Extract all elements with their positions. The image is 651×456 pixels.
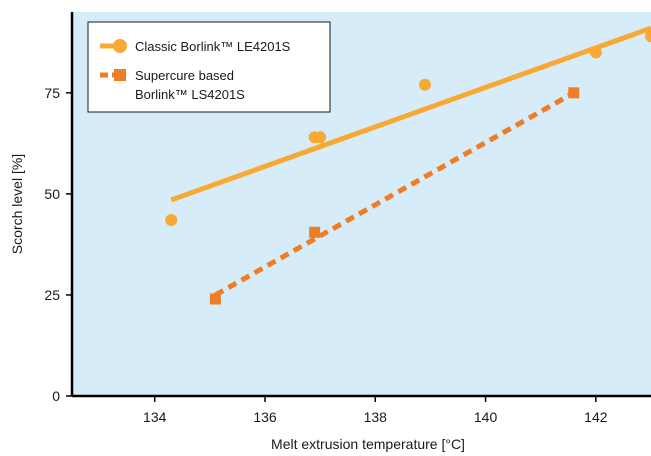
y-axis-title: Scorch level [%]: [9, 154, 25, 254]
x-tick-label: 138: [364, 409, 388, 425]
x-tick-label: 134: [143, 409, 167, 425]
legend-label: Classic Borlink™ LE4201S: [135, 39, 291, 54]
y-tick-label: 50: [44, 186, 60, 202]
data-point-square: [568, 87, 580, 99]
legend-circle-marker: [113, 39, 127, 53]
x-axis-title: Melt extrusion temperature [°C]: [271, 436, 465, 452]
data-markers: [165, 30, 651, 305]
x-tick-label: 142: [584, 409, 608, 425]
trendlines: [170, 25, 651, 298]
data-point-circle: [645, 30, 651, 43]
data-point-circle: [314, 131, 327, 144]
data-point-circle: [589, 46, 602, 59]
legend: Classic Borlink™ LE4201S Supercure based B…: [87, 21, 331, 113]
y-tick-label: 25: [44, 287, 60, 303]
legend-square-marker: [114, 69, 126, 81]
data-point-square: [309, 226, 321, 238]
data-point-circle: [165, 214, 178, 227]
trendline-series-2: [214, 90, 576, 298]
axis-ticks: 0 25 50 75 134 136 138 140 142: [44, 85, 607, 425]
legend-label: Supercure based: [135, 68, 234, 83]
y-tick-label: 75: [44, 85, 60, 101]
data-point-square: [209, 293, 221, 305]
legend-label: Borlink™ LS4201S: [135, 87, 245, 102]
x-tick-label: 140: [474, 409, 498, 425]
data-point-circle: [418, 78, 431, 91]
legend-box: [87, 21, 331, 113]
x-tick-label: 136: [253, 409, 277, 425]
trendline-series-1: [170, 25, 651, 203]
y-tick-label: 0: [52, 388, 60, 404]
